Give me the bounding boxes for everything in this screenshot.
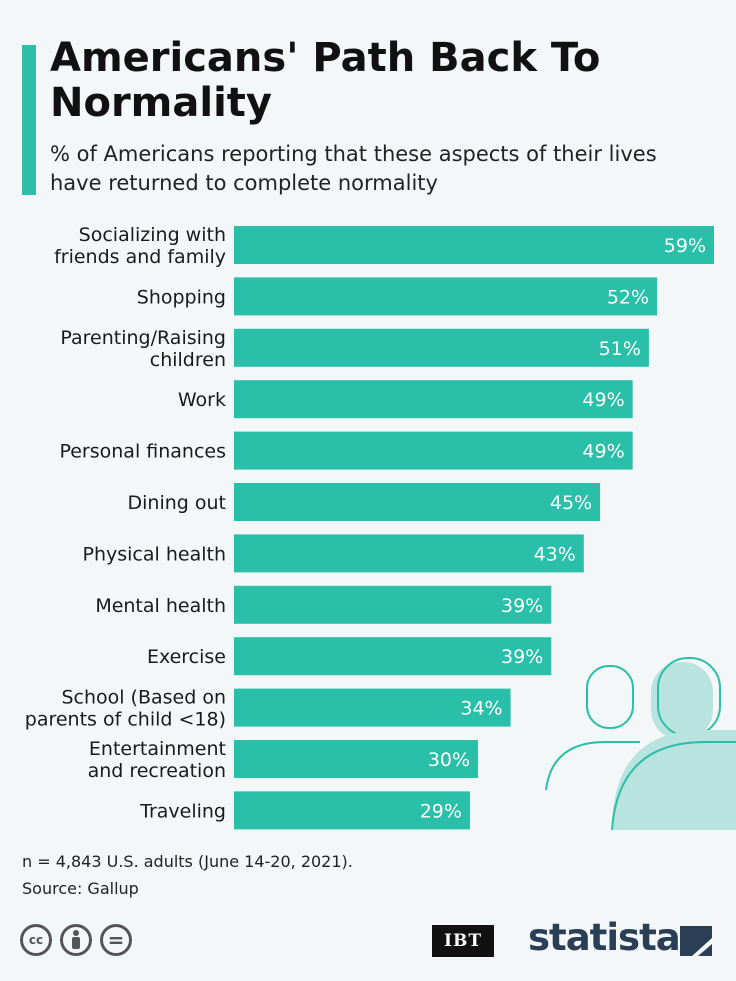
bar-value-label: 49% [582, 389, 624, 411]
title-accent-bar [22, 45, 36, 195]
bar-value-label: 51% [599, 338, 641, 360]
bar-value-label: 45% [550, 492, 592, 514]
no-derivatives-icon[interactable]: = [100, 924, 132, 956]
bar-value-label: 49% [582, 441, 624, 463]
category-label: Shopping [137, 286, 226, 308]
bar [234, 791, 470, 830]
bar-value-label: 39% [501, 646, 543, 668]
chart-subtitle: % of Americans reporting that these aspe… [50, 142, 657, 195]
statista-mark-icon [680, 926, 712, 956]
bar [234, 226, 714, 264]
statista-logo[interactable]: statista [528, 916, 681, 959]
bar [234, 585, 552, 624]
bar [234, 277, 658, 316]
license-icons: cc = [20, 924, 132, 956]
category-label: Exercise [147, 646, 226, 668]
bar-value-label: 29% [420, 800, 462, 822]
category-label: Dining out [128, 492, 227, 514]
category-label: School (Based on parents of child <18) [25, 687, 226, 731]
bar-value-label: 39% [501, 595, 543, 617]
bar-value-label: 43% [534, 543, 576, 565]
bar-value-label: 59% [664, 235, 706, 257]
category-label: Work [178, 389, 226, 411]
bar [234, 431, 633, 470]
sample-note: n = 4,843 U.S. adults (June 14-20, 2021)… [22, 852, 353, 871]
bar [234, 637, 552, 676]
category-label: Personal finances [59, 441, 226, 463]
category-label: Socializing with friends and family [54, 224, 226, 268]
cc-icon[interactable]: cc [20, 924, 52, 956]
bar [234, 688, 511, 727]
bar [234, 380, 633, 419]
chart-title: Americans' Path Back To Normality [50, 35, 601, 126]
bar-value-label: 52% [607, 286, 649, 308]
bar [234, 328, 649, 367]
ibt-logo[interactable]: IBT [432, 925, 494, 957]
category-label: Parenting/Raising children [60, 327, 226, 371]
attribution-icon[interactable] [60, 924, 92, 956]
category-label: Mental health [95, 595, 226, 617]
category-label: Physical health [83, 543, 226, 565]
bar [234, 534, 584, 573]
category-label: Entertainment and recreation [88, 738, 226, 782]
bar-value-label: 30% [428, 749, 470, 771]
source-note: Source: Gallup [22, 879, 139, 898]
bar [234, 483, 601, 521]
people-illustration-icon [545, 657, 736, 831]
bar [234, 740, 479, 778]
bar-value-label: 34% [460, 698, 502, 720]
category-label: Traveling [139, 800, 226, 822]
